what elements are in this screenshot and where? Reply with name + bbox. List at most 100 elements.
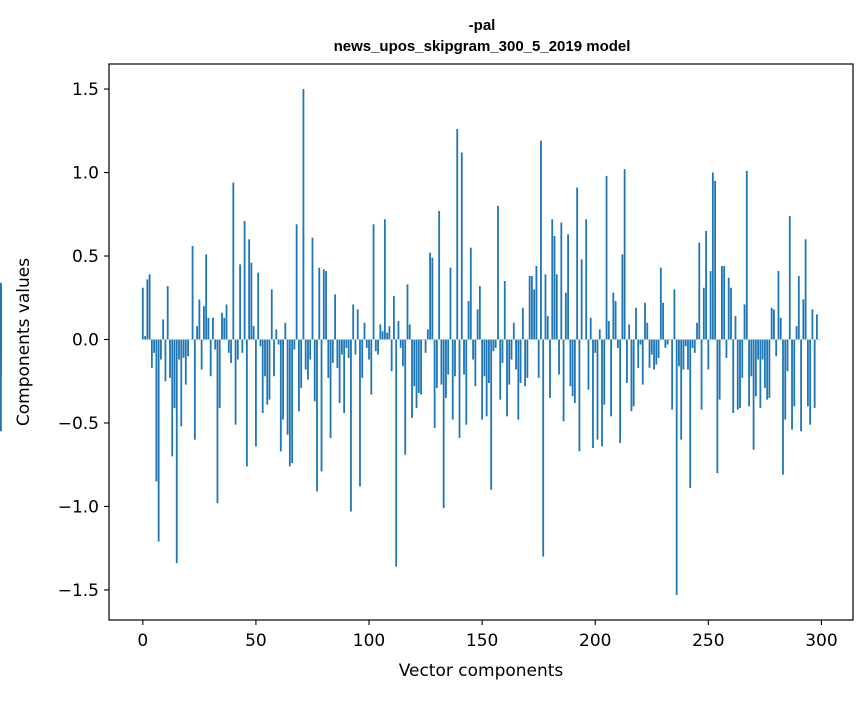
bar (732, 340, 734, 413)
bar (384, 219, 386, 339)
bar (0, 340, 2, 358)
bar (791, 340, 793, 430)
bar (660, 268, 662, 340)
bar (483, 340, 485, 377)
bar (540, 141, 542, 340)
bar (264, 340, 266, 377)
bar (391, 340, 393, 372)
bar (296, 224, 298, 339)
bar (341, 340, 343, 355)
bar (556, 274, 558, 339)
bar (230, 340, 232, 363)
bar (572, 340, 574, 397)
bar (205, 254, 207, 339)
bar (382, 331, 384, 339)
x-tick-label: 300 (805, 631, 837, 651)
bar (511, 340, 513, 360)
bar (735, 316, 737, 339)
bar (158, 340, 160, 542)
bar (226, 304, 228, 339)
bar (416, 340, 418, 408)
bar (153, 340, 155, 353)
bar (778, 271, 780, 339)
bar (773, 309, 775, 339)
bar (723, 266, 725, 339)
bar (334, 294, 336, 339)
bar (271, 289, 273, 339)
bar (694, 340, 696, 353)
bar (515, 340, 517, 370)
bar (339, 340, 341, 403)
chart-subtitle: news_upos_skipgram_300_5_2019 model (334, 38, 631, 55)
bar (307, 340, 309, 380)
bar (144, 336, 146, 339)
bar (547, 316, 549, 339)
bar (558, 340, 560, 375)
bar (269, 340, 271, 400)
bar (554, 236, 556, 340)
bar (348, 340, 350, 358)
bar (504, 281, 506, 339)
bar (395, 340, 397, 567)
bar (162, 319, 164, 339)
bar (716, 340, 718, 474)
bar (203, 306, 205, 339)
bar (366, 340, 368, 348)
bar (465, 340, 467, 425)
bar (563, 340, 565, 422)
bar (683, 340, 685, 370)
bar (610, 340, 612, 417)
bar (771, 308, 773, 340)
bar (701, 340, 703, 410)
bar (212, 318, 214, 340)
bar (651, 340, 653, 355)
bar (171, 340, 173, 457)
bar (357, 309, 359, 339)
bar (178, 340, 180, 360)
bar (293, 340, 295, 350)
bar (255, 340, 257, 447)
bar (520, 340, 522, 383)
bar (755, 340, 757, 397)
bar (361, 340, 363, 378)
bar (576, 188, 578, 340)
bar (280, 340, 282, 452)
bar (784, 340, 786, 420)
bar (746, 171, 748, 340)
bar (759, 340, 761, 408)
bar (386, 333, 388, 340)
bar (640, 340, 642, 345)
bar (533, 289, 535, 339)
bar (470, 248, 472, 340)
bar (726, 340, 728, 358)
bar (427, 329, 429, 339)
bar (434, 340, 436, 428)
bar (481, 340, 483, 420)
bar (287, 340, 289, 435)
bar (325, 271, 327, 339)
bar (420, 340, 422, 395)
bar (798, 276, 800, 339)
bar (411, 340, 413, 418)
bar (517, 340, 519, 420)
bar (438, 211, 440, 340)
bar (497, 206, 499, 340)
bar (646, 323, 648, 340)
bar (436, 340, 438, 388)
bar (579, 340, 581, 452)
bar (764, 340, 766, 388)
bar (155, 340, 157, 482)
chart-title: -pal (469, 17, 496, 34)
bar (336, 340, 338, 368)
bar (146, 279, 148, 339)
bar (642, 340, 644, 385)
bar (309, 340, 311, 360)
bar (228, 340, 230, 353)
bar (257, 273, 259, 340)
bar (312, 238, 314, 340)
bar (185, 340, 187, 385)
bar (692, 340, 694, 348)
bar (712, 173, 714, 340)
bar (425, 340, 427, 353)
